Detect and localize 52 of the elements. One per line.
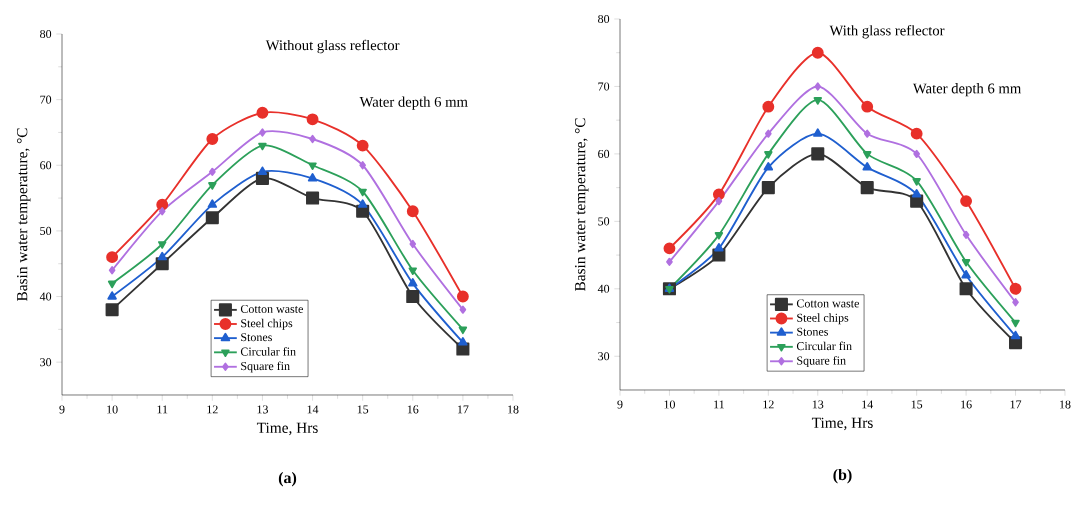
x-tick-label: 9 xyxy=(59,405,65,414)
y-tick-label: 70 xyxy=(40,95,52,104)
y-axis-title: Basin water temperature, °C xyxy=(17,128,31,301)
x-axis-title: Time, Hrs xyxy=(256,422,318,436)
x-tick-label: 10 xyxy=(107,405,118,414)
annotation: Water depth 6 mm xyxy=(912,83,1022,97)
x-tick-label: 18 xyxy=(508,405,519,414)
y-tick-label: 80 xyxy=(598,14,610,24)
x-tick-label: 18 xyxy=(1060,400,1071,409)
x-tick-label: 12 xyxy=(763,400,774,409)
y-tick-label: 40 xyxy=(39,292,52,301)
x-tick-label: 13 xyxy=(257,405,268,414)
text: (b) xyxy=(833,468,852,484)
legend-label: Stones xyxy=(241,333,272,342)
legend-label: Cotton waste xyxy=(240,304,303,313)
x-tick-label: 15 xyxy=(357,405,369,414)
y-tick-label: 30 xyxy=(40,358,52,367)
y-tick-label: 30 xyxy=(598,352,610,361)
y-axis-title: Basin water temperature, °C xyxy=(575,118,589,291)
y-tick-label: 50 xyxy=(598,217,610,226)
legend-label: Square fin xyxy=(241,361,290,373)
y-tick-label: 60 xyxy=(598,149,610,158)
chart-title: Without glass reflector xyxy=(265,39,400,54)
x-tick-label: 17 xyxy=(457,405,469,414)
legend-label: Circular fin xyxy=(240,347,296,356)
x-tick-label: 11 xyxy=(714,400,724,409)
x-tick-label: 12 xyxy=(207,405,218,414)
legend-label: Cotton waste xyxy=(796,299,859,308)
x-axis-title: Time, Hrs xyxy=(811,417,873,431)
legend-label: Circular fin xyxy=(796,341,852,351)
y-tick-label: 80 xyxy=(40,29,52,39)
y-tick-label: 70 xyxy=(598,82,610,91)
y-tick-label: 50 xyxy=(40,226,52,235)
x-tick-label: 16 xyxy=(407,405,419,414)
x-tick-label: 17 xyxy=(1010,400,1022,409)
legend-label: Steel chips xyxy=(241,318,293,330)
x-tick-label: 11 xyxy=(157,405,168,414)
legend-label: Square fin xyxy=(797,356,846,368)
y-tick-label: 40 xyxy=(597,284,610,293)
legend-label: Stones xyxy=(797,327,828,336)
x-tick-label: 14 xyxy=(862,400,874,409)
x-tick-label: 10 xyxy=(664,400,675,409)
x-tick-label: 9 xyxy=(617,400,623,409)
x-tick-label: 15 xyxy=(911,400,923,409)
y-tick-label: 60 xyxy=(40,161,52,170)
x-tick-label: 16 xyxy=(961,400,972,409)
legend-label: Steel chips xyxy=(797,313,849,325)
chart-title: With glass reflector xyxy=(829,24,945,39)
x-tick-label: 14 xyxy=(307,405,319,414)
x-tick-label: 13 xyxy=(812,400,824,409)
text: (a) xyxy=(278,471,297,487)
annotation: Water depth 6 mm xyxy=(359,96,468,110)
